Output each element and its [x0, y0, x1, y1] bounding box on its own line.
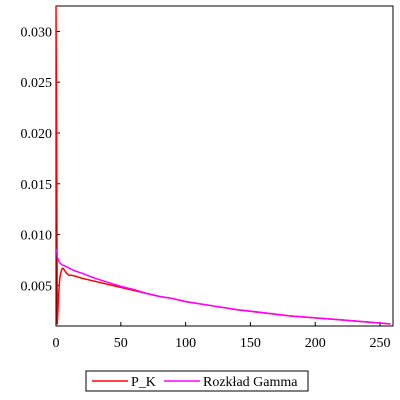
y-tick-label: 0.020: [21, 127, 53, 142]
plot-frame: [55, 5, 394, 327]
x-tick-label: 50: [114, 336, 128, 351]
legend: P_K Rozkład Gamma: [85, 370, 309, 392]
x-tick-label: 250: [370, 336, 391, 351]
y-axis: 0.005 0.010 0.015 0.020 0.025 0.030: [21, 25, 60, 294]
x-tick-label: 150: [240, 336, 261, 351]
x-tick-label: 100: [175, 336, 196, 351]
legend-label-rozklad-gamma: Rozkład Gamma: [203, 375, 298, 390]
series-line-p-k: [56, 6, 391, 325]
y-tick-label: 0.005: [21, 279, 53, 294]
series-layer: [56, 6, 391, 325]
legend-label-p-k: P_K: [131, 375, 156, 390]
x-axis: 0 50 100 150 200 250: [53, 322, 391, 351]
y-tick-label: 0.015: [21, 178, 53, 193]
x-tick-label: 0: [53, 336, 60, 351]
series-line-rozk-ad-gamma: [56, 248, 391, 325]
x-tick-label: 200: [305, 336, 326, 351]
y-tick-label: 0.010: [21, 229, 53, 244]
y-tick-label: 0.030: [21, 25, 53, 40]
y-tick-label: 0.025: [21, 76, 53, 91]
